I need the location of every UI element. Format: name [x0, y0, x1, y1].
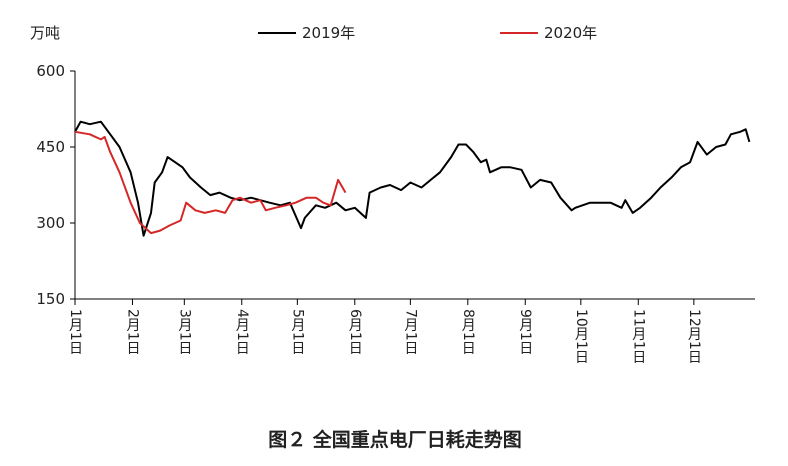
y-tick-label: 150 [36, 290, 65, 308]
x-tick-label: 5月1日 [289, 309, 305, 355]
y-axis-label: 万吨 [30, 24, 60, 42]
x-tick-label: 12月1日 [686, 309, 702, 364]
x-tick-label: 1月1日 [67, 309, 83, 355]
series-line [74, 130, 347, 235]
x-tick-label: 8月1日 [460, 309, 476, 355]
x-tick-label: 2月1日 [124, 309, 140, 355]
caption: 图２ 全国重点电厂日耗走势图 [268, 428, 522, 451]
y-tick-label: 300 [36, 214, 65, 232]
x-tick-label: 11月1日 [630, 309, 646, 364]
legend-label: 2020年 [544, 24, 597, 42]
x-tick-label: 6月1日 [347, 309, 363, 355]
x-tick-label: 4月1日 [234, 309, 250, 355]
x-tick-label: 3月1日 [176, 309, 192, 355]
series-line [74, 120, 751, 237]
y-tick-label: 450 [36, 138, 65, 156]
legend-label: 2019年 [302, 24, 355, 42]
x-tick-label: 7月1日 [402, 309, 418, 355]
y-tick-label: 600 [36, 62, 65, 80]
x-tick-label: 10月1日 [573, 309, 589, 364]
x-tick-label: 9月1日 [517, 309, 533, 355]
